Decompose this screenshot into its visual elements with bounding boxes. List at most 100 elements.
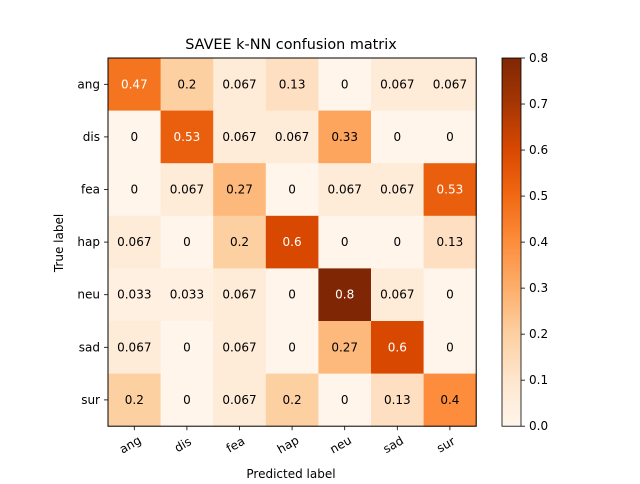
cell-value-label: 0 [446,340,454,354]
heatmap-cell [371,163,425,217]
cell-value-label: 0 [288,340,296,354]
colorbar-tick-label: 0.5 [529,189,548,203]
x-axis-label: Predicted label [246,467,335,480]
cell-value-label: 0.033 [170,288,204,302]
cell-value-label: 0 [183,340,191,354]
cell-value-label: 0.067 [380,288,414,302]
cell-value-label: 0.27 [331,340,358,354]
cell-value-label: 0 [446,288,454,302]
cell-value-label: 0.067 [222,77,256,91]
x-tick-label: fea [224,434,247,456]
heatmap-cell [265,268,319,322]
y-tick-label: fea [81,183,100,197]
cell-value-label: 0.8 [335,288,354,302]
heatmap-cell [423,215,477,269]
heatmap-cell [371,58,425,112]
colorbar-tick-label: 0.6 [529,143,548,157]
heatmap-cell [213,321,267,375]
cell-value-label: 0 [341,235,349,249]
colorbar-ticks: 0.0 0.1 0.2 0.3 0.4 0.5 0.6 0.7 0.8 [521,51,548,433]
heatmap-cell [160,110,214,164]
cell-value-label: 0 [393,235,401,249]
cell-value-label: 0.067 [328,183,362,197]
cell-value-label: 0.2 [230,235,249,249]
heatmap-cell [423,321,477,375]
heatmap-cell [423,110,477,164]
colorbar-gradient [501,57,522,427]
heatmap-cell [371,268,425,322]
heatmap-cell [160,58,214,112]
cell-value-label: 0.067 [170,183,204,197]
cell-value-label: 0.13 [437,235,464,249]
heatmap-cells [108,58,477,427]
heatmap-cell [108,110,162,164]
cell-value-label: 0.067 [117,340,151,354]
cell-value-label: 0 [183,235,191,249]
x-tick-label: ang [117,433,144,456]
heatmap-cell [265,163,319,217]
cell-value-label: 0.067 [380,77,414,91]
cell-value-label: 0.067 [380,183,414,197]
cell-value-label: 0.6 [283,235,302,249]
cell-value-label: 0.033 [117,288,151,302]
heatmap-cell [265,215,319,269]
cell-value-label: 0.13 [384,393,411,407]
cell-value-label: 0.2 [125,393,144,407]
chart-title: SAVEE k-NN confusion matrix [185,37,397,53]
cell-value-label: 0.067 [275,130,309,144]
colorbar: 0.0 0.1 0.2 0.3 0.4 0.5 0.6 0.7 0.8 [501,51,548,433]
y-axis-label: True label [52,214,66,273]
heatmap-cell [371,373,425,427]
heatmap-cell [213,215,267,269]
heatmap-cell [318,215,372,269]
heatmap-cell [423,58,477,112]
cell-value-label: 0.067 [222,288,256,302]
heatmap-cell [160,373,214,427]
colorbar-tick-label: 0.7 [529,97,548,111]
colorbar-tick-label: 0.4 [529,235,548,249]
cell-value-label: 0.33 [331,130,358,144]
cell-value-label: 0.2 [177,77,196,91]
cell-value-label: 0 [183,393,191,407]
heatmap-cell [318,163,372,217]
heatmap-cell [423,268,477,322]
colorbar-tick-label: 0.1 [529,373,548,387]
cell-value-label: 0.6 [388,340,407,354]
heatmap-cell [213,110,267,164]
y-tick-label: sad [79,340,100,354]
heatmap-cell [108,163,162,217]
y-tick-label: ang [77,77,100,91]
heatmap-cell [108,268,162,322]
heatmap-cell [265,321,319,375]
heatmap-cell [318,373,372,427]
cell-value-label: 0.13 [279,77,306,91]
heatmap-cell [318,268,372,322]
cell-value-label: 0.4 [440,393,459,407]
heatmap-cell [318,321,372,375]
x-axis: ang dis fea hap neu sad sur [117,426,458,456]
heatmap-cell [213,268,267,322]
cell-value-label: 0.47 [121,77,148,91]
cell-value-label: 0.067 [222,393,256,407]
x-tick-label: sur [434,434,457,456]
heatmap-cell [265,58,319,112]
heatmap-cell [423,373,477,427]
heatmap-cell [213,373,267,427]
x-tick-label: sad [381,433,406,456]
cell-value-labels: 0.47 0.2 0.067 0.13 0 0.067 0.067 0 0.53 0.067 0.0… [117,77,467,407]
heatmap-cell [160,163,214,217]
y-tick-label: neu [77,288,100,302]
colorbar-tick-label: 0.8 [529,51,548,65]
cell-value-label: 0.2 [283,393,302,407]
colorbar-tick-label: 0.2 [529,327,548,341]
cell-value-label: 0.067 [222,340,256,354]
cell-value-label: 0.27 [226,183,253,197]
cell-value-label: 0 [130,183,138,197]
cell-value-label: 0 [288,183,296,197]
heatmap-cell [371,215,425,269]
x-tick-label: dis [172,434,194,455]
heatmap-cell [213,163,267,217]
y-tick-label: sur [81,393,100,407]
cell-value-label: 0 [288,288,296,302]
heatmap-cell [318,58,372,112]
